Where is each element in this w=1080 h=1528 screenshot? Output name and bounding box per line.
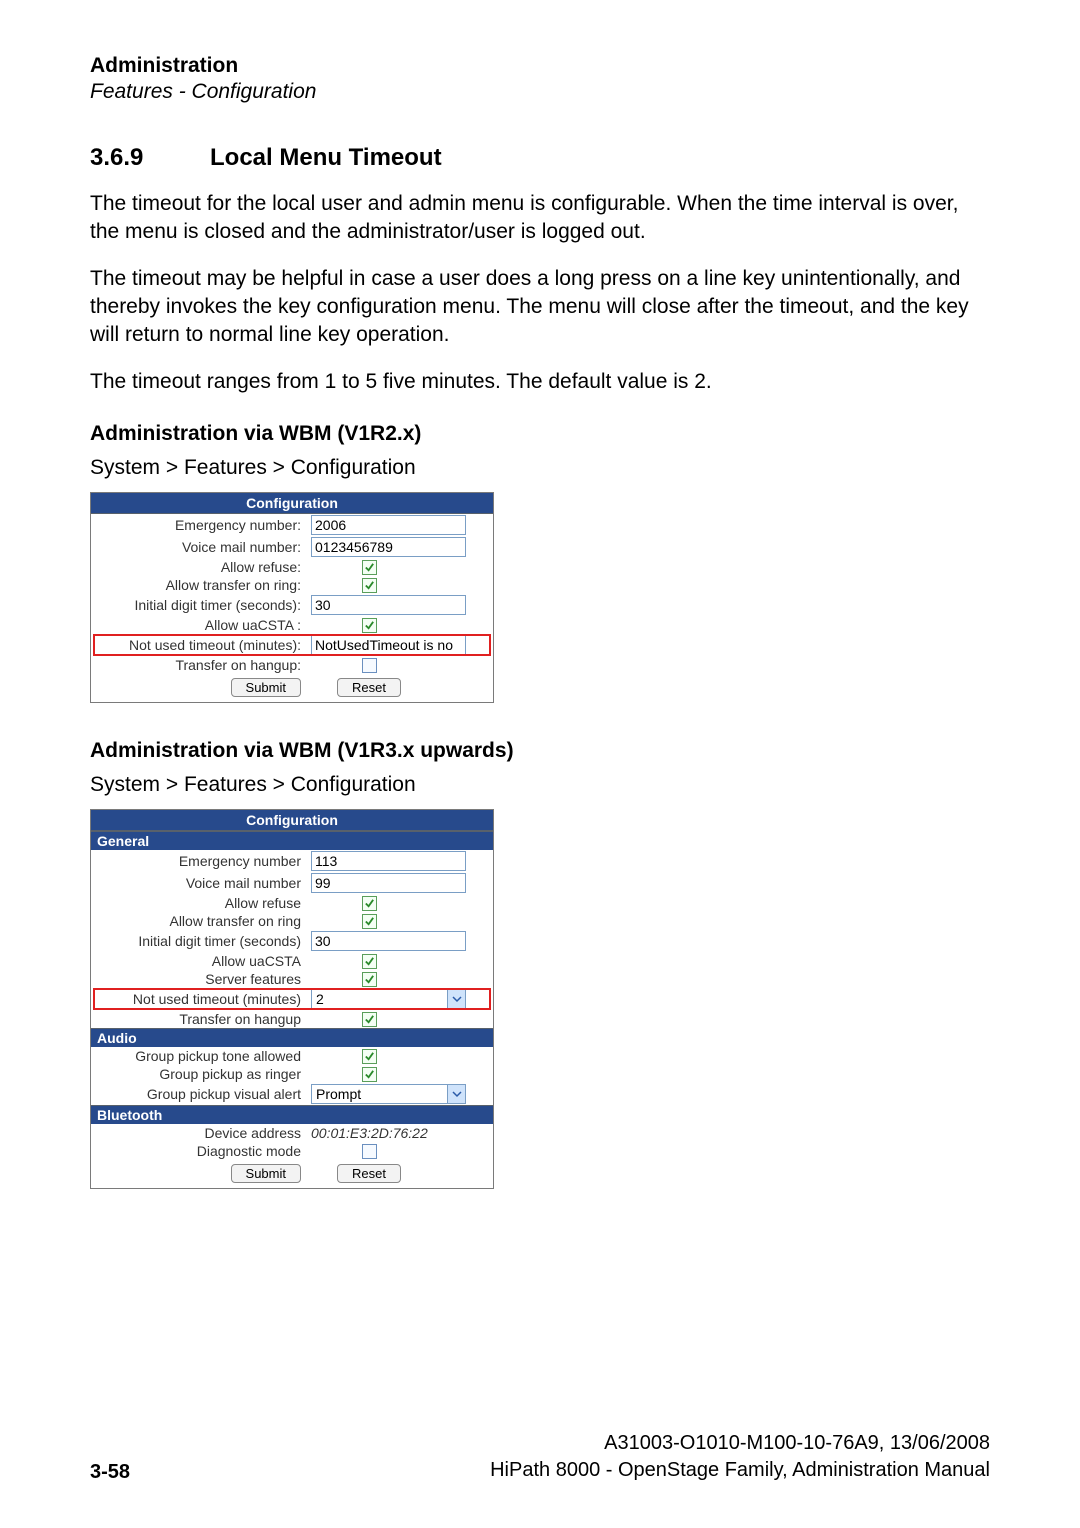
- allow-uacsta-label: Allow uaCSTA :: [91, 617, 311, 633]
- gp-ringer-label: Group pickup as ringer: [91, 1066, 311, 1082]
- allow-uacsta-checkbox2[interactable]: [362, 954, 377, 969]
- voicemail-label: Voice mail number:: [91, 539, 311, 555]
- emergency-input2[interactable]: [311, 851, 466, 871]
- panel-title-v1r2: Configuration: [91, 493, 493, 514]
- section-heading: 3.6.9Local Menu Timeout: [90, 144, 990, 172]
- row2-gp-visual: Group pickup visual alert Prompt: [91, 1083, 493, 1105]
- diag-mode-checkbox[interactable]: [362, 1144, 377, 1159]
- page-header-title: Administration: [90, 54, 990, 78]
- section-audio: Audio: [91, 1028, 493, 1047]
- row2-allow-uacsta: Allow uaCSTA: [91, 952, 493, 970]
- section-title: Local Menu Timeout: [210, 144, 442, 171]
- allow-uacsta-label2: Allow uaCSTA: [91, 953, 311, 969]
- doc-id: A31003-O1010-M100-10-76A9, 13/06/2008: [490, 1430, 990, 1457]
- initial-digit-input2[interactable]: [311, 931, 466, 951]
- gp-tone-checkbox[interactable]: [362, 1049, 377, 1064]
- gp-visual-select-value: Prompt: [316, 1086, 361, 1102]
- reset-button2[interactable]: Reset: [337, 1164, 401, 1183]
- gp-visual-label: Group pickup visual alert: [91, 1086, 311, 1102]
- allow-transfer-label2: Allow transfer on ring: [91, 913, 311, 929]
- panel-title-v1r3: Configuration: [91, 810, 493, 831]
- row-allow-transfer: Allow transfer on ring:: [91, 576, 493, 594]
- transfer-hangup-label: Transfer on hangup:: [91, 657, 311, 673]
- row2-voicemail: Voice mail number: [91, 872, 493, 894]
- breadcrumb-v1r2: System > Features > Configuration: [90, 456, 990, 480]
- initial-digit-label: Initial digit timer (seconds):: [91, 597, 311, 613]
- allow-transfer-checkbox2[interactable]: [362, 914, 377, 929]
- row2-server-features: Server features: [91, 970, 493, 988]
- initial-digit-input[interactable]: [311, 595, 466, 615]
- section-bluetooth: Bluetooth: [91, 1105, 493, 1124]
- voicemail-input[interactable]: [311, 537, 466, 557]
- row-not-used-timeout-highlighted: Not used timeout (minutes):: [91, 634, 493, 656]
- emergency-label2: Emergency number: [91, 853, 311, 869]
- gp-tone-label: Group pickup tone allowed: [91, 1048, 311, 1064]
- device-addr-value: 00:01:E3:2D:76:22: [311, 1125, 428, 1141]
- server-features-checkbox[interactable]: [362, 972, 377, 987]
- chevron-down-icon: [447, 990, 465, 1008]
- allow-refuse-label: Allow refuse:: [91, 559, 311, 575]
- transfer-hangup-checkbox[interactable]: [362, 658, 377, 673]
- voicemail-input2[interactable]: [311, 873, 466, 893]
- config-panel-v1r3: Configuration General Emergency number V…: [90, 809, 494, 1189]
- subheading-v1r3: Administration via WBM (V1R3.x upwards): [90, 739, 990, 763]
- submit-button2[interactable]: Submit: [231, 1164, 301, 1183]
- initial-digit-label2: Initial digit timer (seconds): [91, 933, 311, 949]
- paragraph-3: The timeout ranges from 1 to 5 five minu…: [90, 368, 990, 396]
- button-row-v1r3: Submit Reset: [91, 1160, 493, 1188]
- allow-uacsta-checkbox[interactable]: [362, 618, 377, 633]
- page-footer: 3-58 A31003-O1010-M100-10-76A9, 13/06/20…: [90, 1430, 990, 1484]
- not-used-label: Not used timeout (minutes):: [91, 637, 311, 653]
- transfer-hangup-label2: Transfer on hangup: [91, 1011, 311, 1027]
- subheading-v1r2: Administration via WBM (V1R2.x): [90, 422, 990, 446]
- not-used-select[interactable]: 2: [311, 989, 466, 1009]
- row-voicemail: Voice mail number:: [91, 536, 493, 558]
- row2-gp-ringer: Group pickup as ringer: [91, 1065, 493, 1083]
- row2-emergency: Emergency number: [91, 850, 493, 872]
- row2-allow-transfer: Allow transfer on ring: [91, 912, 493, 930]
- voicemail-label2: Voice mail number: [91, 875, 311, 891]
- allow-transfer-checkbox[interactable]: [362, 578, 377, 593]
- diag-mode-label: Diagnostic mode: [91, 1143, 311, 1159]
- paragraph-1: The timeout for the local user and admin…: [90, 190, 990, 247]
- server-features-label: Server features: [91, 971, 311, 987]
- row2-gp-tone: Group pickup tone allowed: [91, 1047, 493, 1065]
- submit-button[interactable]: Submit: [231, 678, 301, 697]
- not-used-input[interactable]: [311, 635, 466, 655]
- paragraph-2: The timeout may be helpful in case a use…: [90, 265, 990, 350]
- gp-visual-select[interactable]: Prompt: [311, 1084, 466, 1104]
- row2-allow-refuse: Allow refuse: [91, 894, 493, 912]
- row2-transfer-hangup: Transfer on hangup: [91, 1010, 493, 1028]
- button-row-v1r2: Submit Reset: [91, 674, 493, 702]
- row2-diag-mode: Diagnostic mode: [91, 1142, 493, 1160]
- gp-ringer-checkbox[interactable]: [362, 1067, 377, 1082]
- row-transfer-hangup: Transfer on hangup:: [91, 656, 493, 674]
- row-initial-digit: Initial digit timer (seconds):: [91, 594, 493, 616]
- allow-refuse-checkbox[interactable]: [362, 560, 377, 575]
- page-number: 3-58: [90, 1461, 130, 1484]
- chevron-down-icon: [447, 1085, 465, 1103]
- transfer-hangup-checkbox2[interactable]: [362, 1012, 377, 1027]
- section-number: 3.6.9: [90, 144, 210, 172]
- not-used-label2: Not used timeout (minutes): [91, 991, 311, 1007]
- allow-refuse-checkbox2[interactable]: [362, 896, 377, 911]
- config-panel-v1r2: Configuration Emergency number: Voice ma…: [90, 492, 494, 703]
- row-emergency: Emergency number:: [91, 514, 493, 536]
- row2-not-used-timeout-highlighted: Not used timeout (minutes) 2: [91, 988, 493, 1010]
- allow-transfer-label: Allow transfer on ring:: [91, 577, 311, 593]
- emergency-label: Emergency number:: [91, 517, 311, 533]
- page-header-subtitle: Features - Configuration: [90, 80, 990, 104]
- doc-title: HiPath 8000 - OpenStage Family, Administ…: [490, 1457, 990, 1484]
- section-general: General: [91, 831, 493, 850]
- allow-refuse-label2: Allow refuse: [91, 895, 311, 911]
- row2-device-addr: Device address 00:01:E3:2D:76:22: [91, 1124, 493, 1142]
- reset-button[interactable]: Reset: [337, 678, 401, 697]
- not-used-select-value: 2: [316, 991, 324, 1007]
- row-allow-uacsta: Allow uaCSTA :: [91, 616, 493, 634]
- device-addr-label: Device address: [91, 1125, 311, 1141]
- breadcrumb-v1r3: System > Features > Configuration: [90, 773, 990, 797]
- emergency-input[interactable]: [311, 515, 466, 535]
- row2-initial-digit: Initial digit timer (seconds): [91, 930, 493, 952]
- row-allow-refuse: Allow refuse:: [91, 558, 493, 576]
